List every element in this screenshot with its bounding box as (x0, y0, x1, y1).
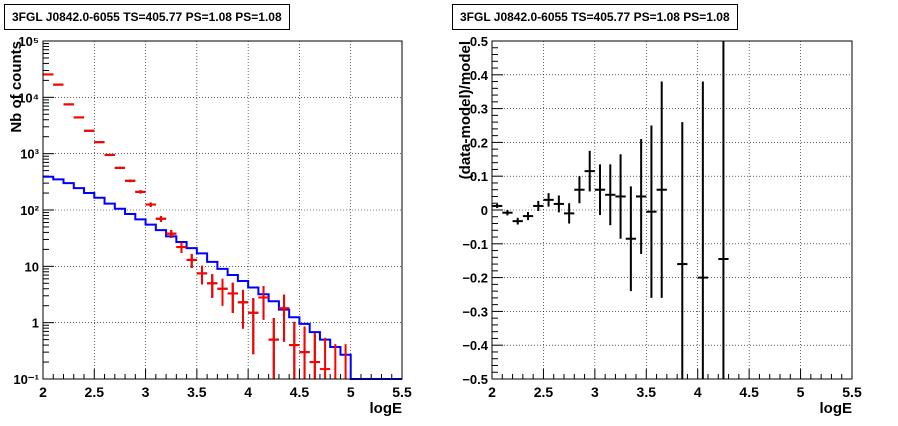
y-axis-label: (data-model)/model (457, 41, 474, 179)
x-axis-label: logE (370, 400, 403, 417)
x-tick-label: 4.5 (290, 384, 310, 400)
model-point (94, 142, 104, 143)
x-tick-label: 5.5 (842, 384, 862, 400)
y-tick-label: −0.2 (462, 271, 488, 286)
x-tick-label: 3.5 (187, 384, 207, 400)
x-tick-label: 3.5 (637, 384, 657, 400)
y-tick-label: −0.5 (462, 372, 488, 387)
y-tick-label: 1 (32, 316, 39, 331)
y-tick-label: 10² (20, 203, 39, 218)
x-tick-label: 4 (244, 384, 252, 400)
y-tick-label: 10⁻¹ (13, 372, 39, 387)
model-point (74, 117, 84, 118)
x-tick-label: 2 (39, 384, 47, 400)
model-point (115, 167, 125, 169)
x-tick-label: 4 (694, 384, 702, 400)
y-tick-label: −0.3 (462, 304, 488, 319)
y-tick-label: −0.4 (462, 338, 488, 353)
x-tick-label: 5.5 (392, 384, 412, 400)
y-tick-label: 0 (481, 203, 488, 218)
model-point (125, 179, 135, 182)
counts-plot-title: 3FGL J0842.0-6055 TS=405.77 PS=1.08 PS=1… (4, 4, 290, 30)
x-tick-label: 5 (797, 384, 805, 400)
y-tick-label: 10 (25, 259, 39, 274)
x-tick-label: 4.5 (739, 384, 759, 400)
model-point (105, 154, 115, 156)
x-tick-label: 3 (142, 384, 150, 400)
residual-plot-title: 3FGL J0842.0-6055 TS=405.77 PS=1.08 PS=1… (452, 4, 738, 30)
x-tick-label: 2 (488, 384, 496, 400)
model-point (64, 104, 74, 105)
model-point (84, 130, 94, 131)
x-axis-label: logE (820, 400, 853, 417)
y-tick-label: −0.1 (462, 237, 488, 252)
y-axis-label: Nb of counts (8, 41, 25, 133)
x-tick-label: 2.5 (85, 384, 105, 400)
x-tick-label: 3 (591, 384, 599, 400)
y-tick-label: 10³ (20, 147, 39, 162)
plot-area (43, 41, 402, 379)
x-tick-label: 2.5 (534, 384, 554, 400)
x-tick-label: 5 (347, 384, 355, 400)
